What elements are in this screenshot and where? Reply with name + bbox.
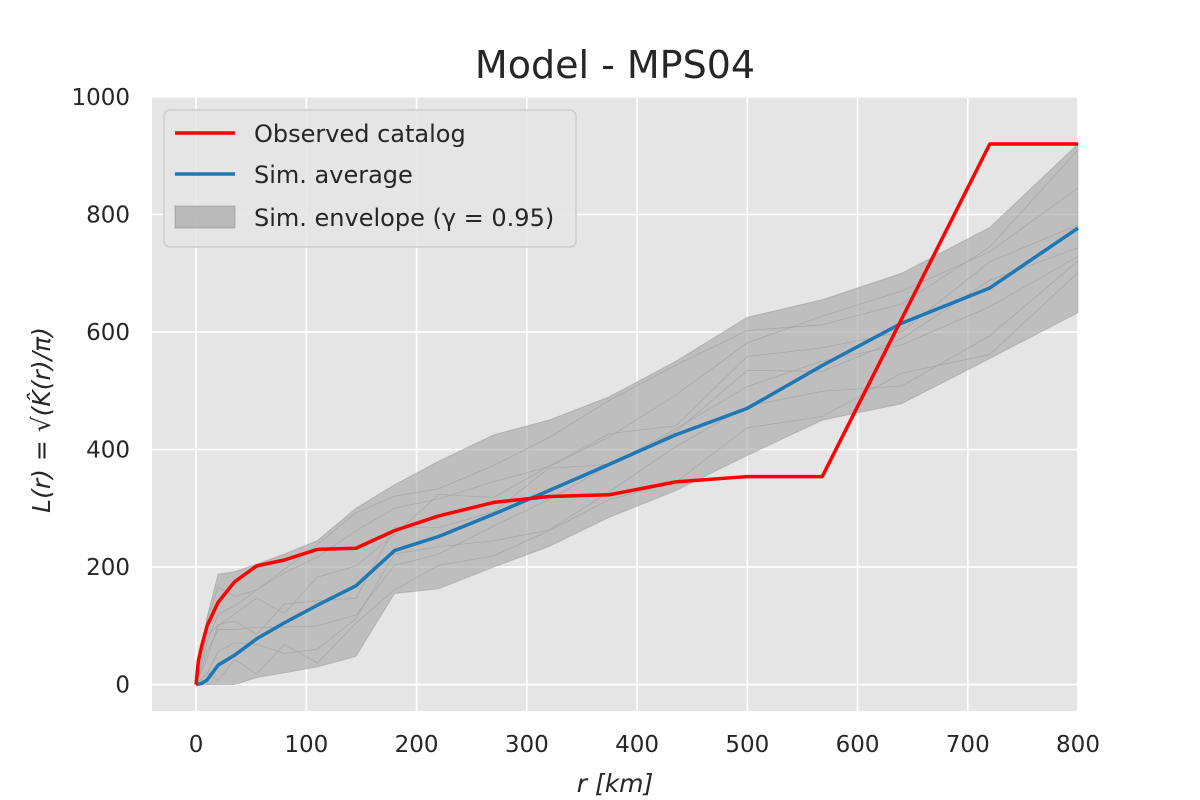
y-axis-label: L(r) = √(K̂(r)/π) xyxy=(27,327,56,513)
x-axis-label: r [km] xyxy=(577,769,654,798)
observed-catalog-line xyxy=(194,142,1078,685)
x-tick-label: 600 xyxy=(836,732,880,758)
sim-average-line xyxy=(195,226,1079,687)
x-tick-label: 500 xyxy=(725,732,769,758)
y-tick-label: 0 xyxy=(115,673,130,699)
y-tick-label: 1000 xyxy=(71,85,130,111)
y-tick-label: 800 xyxy=(86,203,130,229)
chart-title: Model - MPS04 xyxy=(475,43,755,87)
y-tick-label: 400 xyxy=(86,438,130,464)
y-tick-label: 200 xyxy=(86,555,130,581)
x-tick-label: 300 xyxy=(505,732,549,758)
legend-label-observed: Observed catalog xyxy=(254,120,466,148)
x-tick-label: 700 xyxy=(946,732,990,758)
y-tick-labels: 0 200 400 600 800 1000 xyxy=(71,85,130,699)
y-tick-label: 600 xyxy=(86,320,130,346)
legend-box xyxy=(163,109,577,248)
x-tick-label: 400 xyxy=(615,732,659,758)
x-tick-labels: 0 100 200 300 400 500 600 700 800 xyxy=(189,732,1100,758)
x-tick-label: 200 xyxy=(395,732,439,758)
legend-label-envelope: Sim. envelope (γ = 0.95) xyxy=(254,204,554,232)
legend-swatch-envelope xyxy=(174,205,236,229)
x-tick-label: 800 xyxy=(1056,732,1100,758)
x-tick-label: 0 xyxy=(189,732,204,758)
legend-label-average: Sim. average xyxy=(254,161,413,189)
x-tick-label: 100 xyxy=(284,732,328,758)
legend: Observed catalog Sim. average Sim. envel… xyxy=(163,109,577,248)
